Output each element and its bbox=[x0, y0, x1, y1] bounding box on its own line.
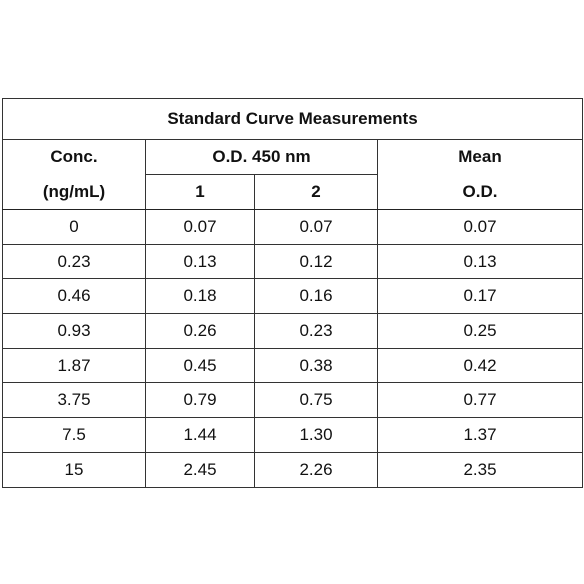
data-cell: 0.26 bbox=[145, 313, 255, 349]
data-cell: 0.17 bbox=[377, 278, 583, 315]
data-cell: 0.13 bbox=[145, 243, 255, 280]
data-cell: 2.45 bbox=[145, 451, 255, 488]
header-cell: 2 bbox=[254, 174, 378, 210]
data-row: 0.46 0.18 0.16 0.17 bbox=[2, 278, 583, 315]
data-cell: 0.13 bbox=[377, 243, 583, 280]
header-cell: 1 bbox=[145, 174, 255, 210]
data-cell: 0.77 bbox=[377, 382, 583, 419]
data-cell: 1.37 bbox=[377, 417, 583, 453]
data-cell: 0.79 bbox=[145, 382, 255, 419]
data-cell: 0.93 bbox=[2, 313, 146, 349]
title-row: Standard Curve Measurements bbox=[2, 98, 583, 140]
data-cell: 0.07 bbox=[145, 209, 255, 245]
data-cell: 0.75 bbox=[254, 382, 378, 419]
data-row: 1.87 0.45 0.38 0.42 bbox=[2, 347, 583, 384]
header-cell: Conc. bbox=[2, 139, 146, 175]
table-title: Standard Curve Measurements bbox=[2, 98, 583, 140]
data-cell: 0.42 bbox=[377, 347, 583, 384]
data-cell: 0.23 bbox=[2, 243, 146, 280]
data-row: 7.5 1.44 1.30 1.37 bbox=[2, 417, 583, 453]
header-cell: O.D. bbox=[377, 174, 583, 210]
data-cell: 1.44 bbox=[145, 417, 255, 453]
data-cell: 0.23 bbox=[254, 313, 378, 349]
data-cell: 2.26 bbox=[254, 451, 378, 488]
data-cell: 0.07 bbox=[377, 209, 583, 245]
data-cell: 1.30 bbox=[254, 417, 378, 453]
data-cell: 0.46 bbox=[2, 278, 146, 315]
header-row: Conc. O.D. 450 nm Mean bbox=[2, 139, 583, 175]
data-cell: 0.12 bbox=[254, 243, 378, 280]
data-row: 0.23 0.13 0.12 0.13 bbox=[2, 243, 583, 280]
data-cell: 0.25 bbox=[377, 313, 583, 349]
header-cell: O.D. 450 nm bbox=[145, 139, 378, 175]
data-cell: 0.18 bbox=[145, 278, 255, 315]
measurements-table: Standard Curve Measurements Conc. O.D. 4… bbox=[2, 98, 583, 488]
header-cell: (ng/mL) bbox=[2, 174, 146, 210]
data-row: 0 0.07 0.07 0.07 bbox=[2, 209, 583, 245]
data-cell: 2.35 bbox=[377, 451, 583, 488]
table-body: 0 0.07 0.07 0.07 0.23 0.13 0.12 0.13 0.46 0.18 0.1… bbox=[2, 209, 583, 488]
data-row: 15 2.45 2.26 2.35 bbox=[2, 451, 583, 488]
data-cell: 3.75 bbox=[2, 382, 146, 419]
header-cell: Mean bbox=[377, 139, 583, 175]
header-row: (ng/mL) 1 2 O.D. bbox=[2, 174, 583, 210]
data-cell: 0.16 bbox=[254, 278, 378, 315]
data-row: 3.75 0.79 0.75 0.77 bbox=[2, 382, 583, 419]
data-cell: 0 bbox=[2, 209, 146, 245]
data-cell: 0.07 bbox=[254, 209, 378, 245]
data-cell: 0.45 bbox=[145, 347, 255, 384]
data-cell: 7.5 bbox=[2, 417, 146, 453]
data-cell: 15 bbox=[2, 451, 146, 488]
data-row: 0.93 0.26 0.23 0.25 bbox=[2, 313, 583, 349]
data-cell: 1.87 bbox=[2, 347, 146, 384]
data-cell: 0.38 bbox=[254, 347, 378, 384]
